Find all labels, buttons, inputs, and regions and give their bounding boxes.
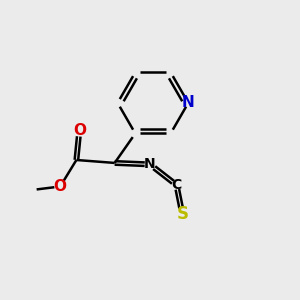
- Text: C: C: [171, 178, 182, 192]
- Text: O: O: [54, 179, 67, 194]
- Text: O: O: [73, 123, 86, 138]
- Text: N: N: [182, 95, 195, 110]
- Text: N: N: [144, 158, 156, 171]
- Text: S: S: [176, 206, 188, 224]
